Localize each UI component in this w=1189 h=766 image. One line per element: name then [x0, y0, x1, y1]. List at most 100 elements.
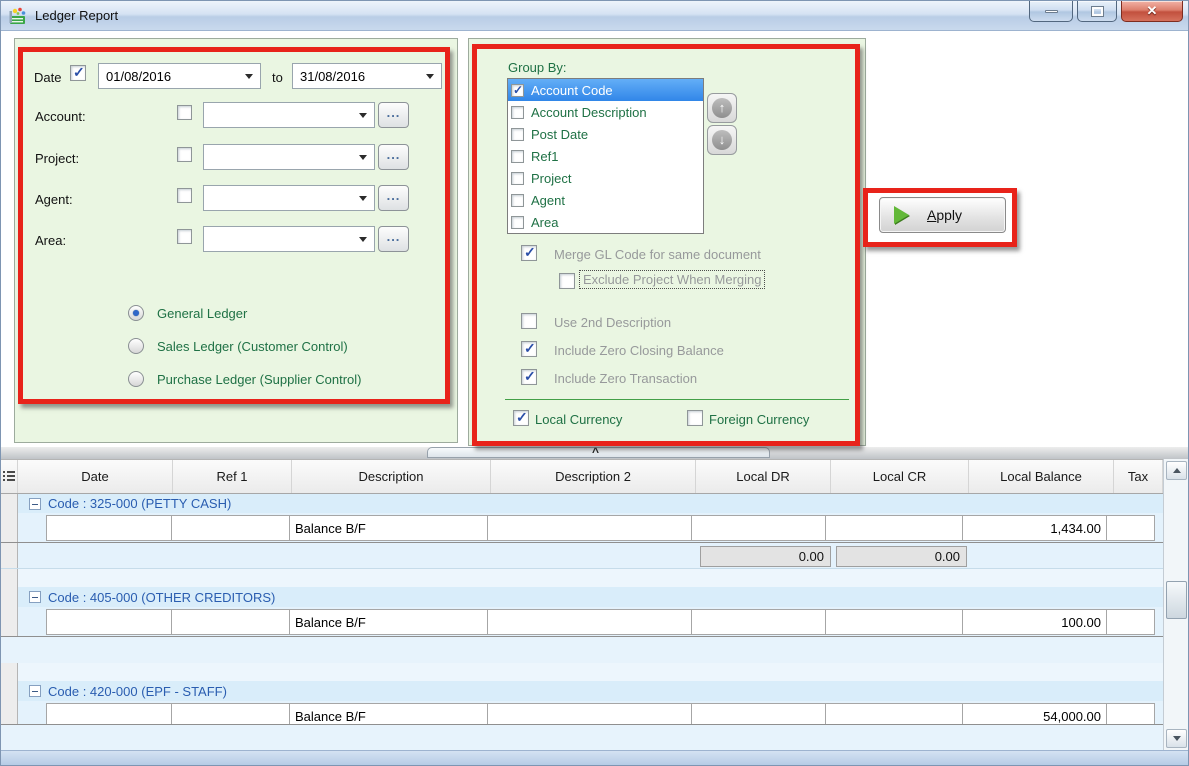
groupby-item-agent[interactable]: Agent [508, 189, 703, 211]
cell-description2[interactable] [487, 515, 692, 541]
cell-local-dr[interactable] [691, 703, 826, 724]
cell-local-balance[interactable]: 1,434.00 [962, 515, 1107, 541]
column-header-description[interactable]: Description [292, 460, 491, 493]
group-header-row[interactable]: Code : 325-000 (PETTY CASH) [1, 494, 1163, 513]
apply-label: Apply [927, 207, 963, 223]
cell-local-dr[interactable] [691, 609, 826, 635]
include-zero-closing-checkbox[interactable] [521, 341, 537, 357]
cell-tax[interactable] [1106, 609, 1155, 635]
item-checkbox[interactable] [511, 171, 524, 185]
cell-description2[interactable] [487, 703, 692, 724]
scrollbar-thumb[interactable] [1166, 581, 1187, 619]
item-checkbox[interactable] [511, 127, 524, 141]
column-header-date[interactable]: Date [18, 460, 173, 493]
account-checkbox[interactable] [177, 105, 192, 120]
groupby-item-ref1[interactable]: Ref1 [508, 145, 703, 167]
column-header-local-cr[interactable]: Local CR [831, 460, 969, 493]
cell-description[interactable]: Balance B/F [289, 703, 488, 724]
foreign-currency-checkbox[interactable] [687, 410, 703, 426]
item-checkbox[interactable] [511, 83, 524, 97]
agent-checkbox[interactable] [177, 188, 192, 203]
exclude-project-label: Exclude Project When Merging [579, 270, 766, 289]
cell-local-cr[interactable] [825, 609, 963, 635]
list-icon [3, 471, 15, 481]
column-header-ref1[interactable]: Ref 1 [173, 460, 292, 493]
include-zero-transaction-checkbox[interactable] [521, 369, 537, 385]
cell-date[interactable] [46, 609, 172, 635]
group-header-row[interactable]: Code : 420-000 (EPF - STAFF) [1, 681, 1163, 701]
date-from-combobox[interactable]: 01/08/2016 [98, 63, 261, 89]
item-checkbox[interactable] [511, 215, 524, 229]
area-combobox[interactable] [203, 226, 375, 252]
data-row[interactable]: Balance B/F 100.00 [1, 607, 1163, 637]
account-browse-button[interactable]: ... [378, 102, 409, 128]
agent-combobox[interactable] [203, 185, 375, 211]
use-2nd-description-checkbox[interactable] [521, 313, 537, 329]
cell-description[interactable]: Balance B/F [289, 609, 488, 635]
cell-local-balance[interactable]: 54,000.00 [962, 703, 1107, 724]
row-indicator [1, 587, 18, 607]
cell-tax[interactable] [1106, 703, 1155, 724]
cell-local-dr[interactable] [691, 515, 826, 541]
cell-date[interactable] [46, 703, 172, 724]
column-header-description2[interactable]: Description 2 [491, 460, 696, 493]
horizontal-splitter[interactable] [1, 445, 1188, 459]
area-checkbox[interactable] [177, 229, 192, 244]
group-header-row[interactable]: Code : 405-000 (OTHER CREDITORS) [1, 587, 1163, 607]
column-header-local-balance[interactable]: Local Balance [969, 460, 1114, 493]
grid-corner-button[interactable] [1, 460, 18, 493]
project-combobox[interactable] [203, 144, 375, 170]
cell-ref1[interactable] [171, 515, 290, 541]
general-ledger-radio[interactable] [128, 305, 144, 321]
account-combobox[interactable] [203, 102, 375, 128]
groupby-item-post-date[interactable]: Post Date [508, 123, 703, 145]
scroll-down-button[interactable] [1166, 729, 1187, 748]
cell-date[interactable] [46, 515, 172, 541]
minimize-button[interactable] [1029, 1, 1073, 22]
vertical-scrollbar[interactable] [1163, 459, 1188, 750]
item-checkbox[interactable] [511, 193, 524, 207]
move-up-button[interactable] [707, 93, 737, 123]
groupby-item-account-description[interactable]: Account Description [508, 101, 703, 123]
data-row[interactable]: Balance B/F 54,000.00 [1, 701, 1163, 725]
title-bar[interactable]: Ledger Report [1, 1, 1188, 31]
spacer-row [1, 569, 1163, 587]
area-browse-button[interactable]: ... [378, 226, 409, 252]
cell-ref1[interactable] [171, 703, 290, 724]
cell-local-cr[interactable] [825, 703, 963, 724]
move-down-button[interactable] [707, 125, 737, 155]
project-checkbox[interactable] [177, 147, 192, 162]
cell-local-balance[interactable]: 100.00 [962, 609, 1107, 635]
scroll-up-button[interactable] [1166, 461, 1187, 480]
collapse-icon[interactable] [29, 591, 41, 603]
close-button[interactable] [1121, 1, 1183, 22]
cell-description2[interactable] [487, 609, 692, 635]
maximize-button[interactable] [1077, 1, 1117, 22]
column-header-local-dr[interactable]: Local DR [696, 460, 831, 493]
local-currency-checkbox[interactable] [513, 410, 529, 426]
cell-local-cr[interactable] [825, 515, 963, 541]
apply-button[interactable]: Apply [879, 197, 1006, 233]
cell-description[interactable]: Balance B/F [289, 515, 488, 541]
column-header-tax[interactable]: Tax [1114, 460, 1163, 493]
agent-browse-button[interactable]: ... [378, 185, 409, 211]
cell-tax[interactable] [1106, 515, 1155, 541]
data-row[interactable]: Balance B/F 1,434.00 [1, 513, 1163, 543]
dropdown-arrow-icon [359, 236, 367, 242]
item-checkbox[interactable] [511, 105, 524, 119]
purchase-ledger-radio[interactable] [128, 371, 144, 387]
date-to-combobox[interactable]: 31/08/2016 [292, 63, 442, 89]
cell-ref1[interactable] [171, 609, 290, 635]
collapse-icon[interactable] [29, 685, 41, 697]
groupby-item-account-code[interactable]: Account Code [508, 79, 703, 101]
merge-gl-checkbox[interactable] [521, 245, 537, 261]
date-checkbox[interactable] [70, 65, 86, 81]
sales-ledger-radio[interactable] [128, 338, 144, 354]
groupby-item-area[interactable]: Area [508, 211, 703, 233]
item-checkbox[interactable] [511, 149, 524, 163]
project-browse-button[interactable]: ... [378, 144, 409, 170]
collapse-splitter-handle[interactable] [427, 445, 770, 459]
groupby-item-project[interactable]: Project [508, 167, 703, 189]
exclude-project-checkbox[interactable] [559, 273, 575, 289]
collapse-icon[interactable] [29, 497, 41, 510]
